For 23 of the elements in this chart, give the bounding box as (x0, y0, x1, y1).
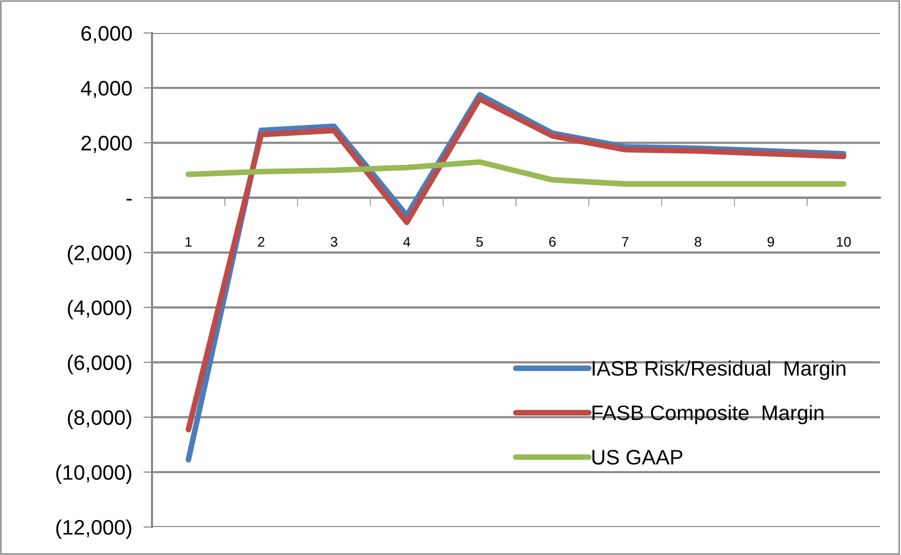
x-tick-label: 1 (186, 237, 192, 247)
y-tick-label: (6,000) (68, 354, 132, 374)
y-tick-label: (2,000) (68, 245, 132, 264)
x-tick-label: 5 (476, 237, 483, 247)
x-tick-label: 8 (694, 236, 702, 247)
y-tick-label: 2,000 (81, 136, 132, 153)
y-tick-label: - (126, 198, 132, 200)
legend-label: US GAAP (592, 450, 682, 465)
x-tick-label: 2 (258, 236, 264, 247)
y-tick-label: (4,000) (68, 300, 132, 320)
y-tick-label: (12,000) (56, 519, 132, 539)
y-tick-label: (8,000) (68, 410, 132, 430)
x-tick-label: 10 (836, 236, 851, 247)
x-tick-label: 7 (622, 237, 628, 247)
x-tick-label: 6 (549, 236, 556, 247)
legend-label: FASB Composite Margin (592, 404, 824, 424)
y-tick-label: (10,000) (56, 464, 132, 484)
x-tick-label: 4 (403, 237, 410, 247)
x-tick-label: 3 (330, 236, 338, 247)
y-tick-label: 4,000 (80, 80, 132, 98)
legend-label: IASB Risk/Residual Margin (592, 360, 846, 380)
y-tick-label: 6,000 (81, 26, 132, 44)
x-tick-label: 9 (768, 236, 774, 247)
